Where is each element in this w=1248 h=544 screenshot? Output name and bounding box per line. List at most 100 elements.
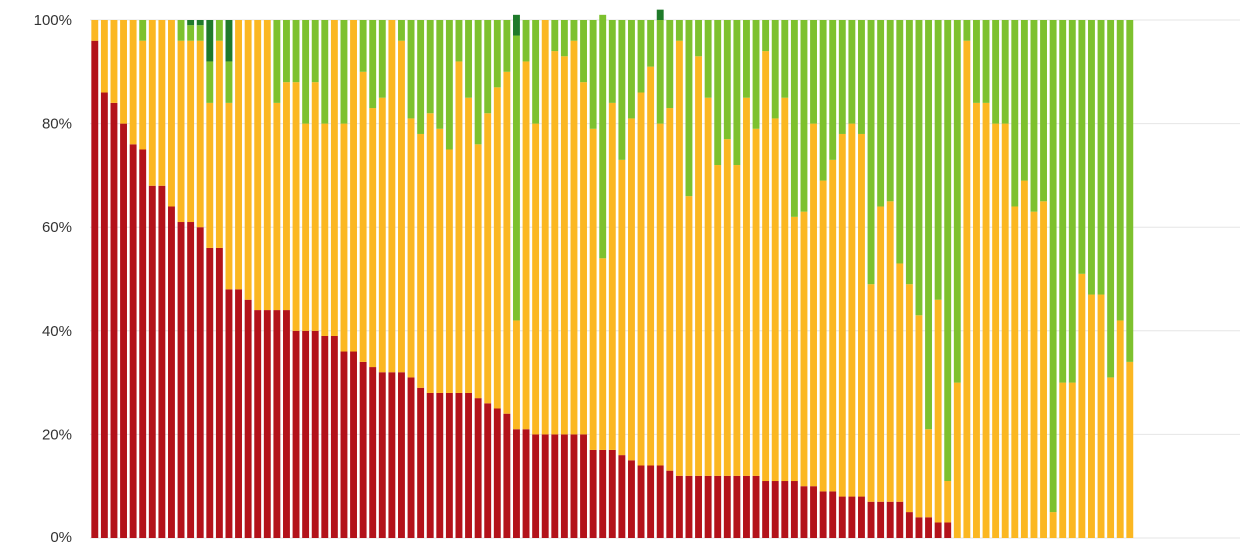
bar-segment-3 bbox=[426, 20, 434, 114]
bar-segment-1 bbox=[867, 501, 875, 538]
bar-segment-3 bbox=[608, 20, 616, 103]
bar-segment-2 bbox=[896, 263, 904, 502]
bar-segment-3 bbox=[570, 20, 578, 41]
bar-segment-2 bbox=[378, 97, 386, 373]
bar-segment-2 bbox=[560, 56, 568, 435]
bar-segment-2 bbox=[292, 82, 300, 331]
bar-segment-3 bbox=[407, 20, 415, 119]
bar-segment-2 bbox=[781, 97, 789, 482]
bar-segment-2 bbox=[790, 216, 798, 482]
bar-segment-2 bbox=[580, 82, 587, 435]
bar-segment-1 bbox=[426, 392, 434, 538]
bar-segment-1 bbox=[829, 491, 837, 538]
bar-segment-1 bbox=[695, 475, 702, 538]
bar-segment-2 bbox=[244, 20, 252, 300]
bar-segment-1 bbox=[244, 299, 252, 538]
bar-segment-3 bbox=[340, 20, 348, 124]
bar-segment-3 bbox=[877, 20, 885, 207]
bar-segment-2 bbox=[551, 51, 559, 435]
bar-segment-2 bbox=[254, 20, 262, 311]
bar-segment-2 bbox=[263, 20, 271, 311]
bar-segment-1 bbox=[570, 434, 578, 538]
bar-segment-2 bbox=[273, 102, 281, 311]
bar-segment-3 bbox=[1001, 20, 1009, 124]
bar-segment-3 bbox=[915, 20, 923, 316]
bar-segment-1 bbox=[896, 501, 904, 538]
bar-segment-3 bbox=[905, 20, 913, 285]
bar-segment-2 bbox=[129, 20, 137, 145]
bar-segment-2 bbox=[474, 144, 482, 399]
bar-segment-2 bbox=[110, 20, 118, 103]
bar-segment-1 bbox=[608, 449, 616, 538]
bar-segment-3 bbox=[1020, 20, 1028, 181]
bar-segment-1 bbox=[637, 465, 645, 538]
bar-segment-1 bbox=[474, 398, 482, 538]
bar-segment-3 bbox=[292, 20, 300, 83]
bar-segment-2 bbox=[1097, 294, 1105, 538]
bar-segment-2 bbox=[762, 51, 770, 482]
y-axis: 0% 20% 40% 60% 80% 100% bbox=[34, 12, 72, 544]
bar-segment-3 bbox=[378, 20, 386, 98]
bar-segment-1 bbox=[560, 434, 568, 538]
bar-segment-2 bbox=[915, 315, 923, 518]
bar-segment-1 bbox=[819, 491, 827, 538]
bar-segment-2 bbox=[953, 382, 961, 538]
bar-segment-2 bbox=[934, 299, 942, 523]
bar-segment-3 bbox=[493, 20, 501, 88]
bar-segment-3 bbox=[944, 20, 952, 482]
y-tick-label: 80% bbox=[42, 116, 72, 133]
bar-segment-3 bbox=[187, 25, 195, 41]
bar-segment-2 bbox=[359, 71, 367, 362]
bar-segment-3 bbox=[800, 20, 808, 212]
bar-segment-2 bbox=[1049, 512, 1057, 538]
bar-segment-3 bbox=[963, 20, 971, 41]
bar-segment-3 bbox=[858, 20, 865, 134]
bar-segment-2 bbox=[925, 429, 932, 518]
bar-segment-3 bbox=[1030, 20, 1038, 212]
bar-segment-1 bbox=[925, 517, 932, 538]
bar-segment-2 bbox=[637, 92, 645, 466]
bar-segment-1 bbox=[771, 481, 779, 538]
bar-segment-1 bbox=[158, 185, 166, 538]
bar-segment-3 bbox=[551, 20, 559, 52]
bar-segment-2 bbox=[369, 108, 377, 368]
bar-segment-3 bbox=[982, 20, 990, 103]
bar-segment-1 bbox=[886, 501, 894, 538]
bar-segment-2 bbox=[647, 66, 655, 466]
bar-segment-3 bbox=[695, 20, 702, 57]
bar-segment-2 bbox=[235, 20, 242, 290]
bar-segment-1 bbox=[187, 222, 195, 538]
bar-segment-2 bbox=[867, 284, 875, 502]
bar-segment-4 bbox=[187, 20, 195, 26]
bar-segment-3 bbox=[1011, 20, 1019, 207]
bar-segment-3 bbox=[934, 20, 942, 300]
bar-segment-1 bbox=[110, 102, 118, 538]
bar-segment-1 bbox=[388, 372, 396, 538]
bar-segment-2 bbox=[1078, 273, 1086, 538]
bar-segment-3 bbox=[436, 20, 444, 129]
bar-segment-3 bbox=[1088, 20, 1095, 295]
bar-segment-2 bbox=[675, 40, 683, 476]
bar-segment-2 bbox=[139, 40, 147, 150]
bar-segment-3 bbox=[685, 20, 693, 197]
bar-segment-3 bbox=[302, 20, 310, 124]
bar-segment-3 bbox=[992, 20, 1000, 124]
bar-segment-4 bbox=[225, 20, 233, 62]
bar-segment-3 bbox=[225, 61, 233, 103]
bar-segment-1 bbox=[551, 434, 559, 538]
bar-segment-4 bbox=[206, 20, 214, 62]
bar-segment-2 bbox=[100, 20, 108, 93]
bar-segment-3 bbox=[647, 20, 655, 67]
bar-segment-3 bbox=[723, 20, 731, 140]
bar-segment-3 bbox=[369, 20, 377, 109]
bar-segment-3 bbox=[599, 14, 607, 259]
bar-segment-2 bbox=[196, 40, 204, 228]
bar-segment-1 bbox=[254, 310, 262, 538]
bar-segment-3 bbox=[1049, 20, 1057, 513]
bar-segment-1 bbox=[417, 387, 425, 538]
bar-segment-2 bbox=[532, 123, 540, 435]
bar-segment-2 bbox=[1126, 361, 1134, 538]
bar-segment-3 bbox=[666, 20, 674, 109]
bar-segment-3 bbox=[743, 20, 750, 98]
